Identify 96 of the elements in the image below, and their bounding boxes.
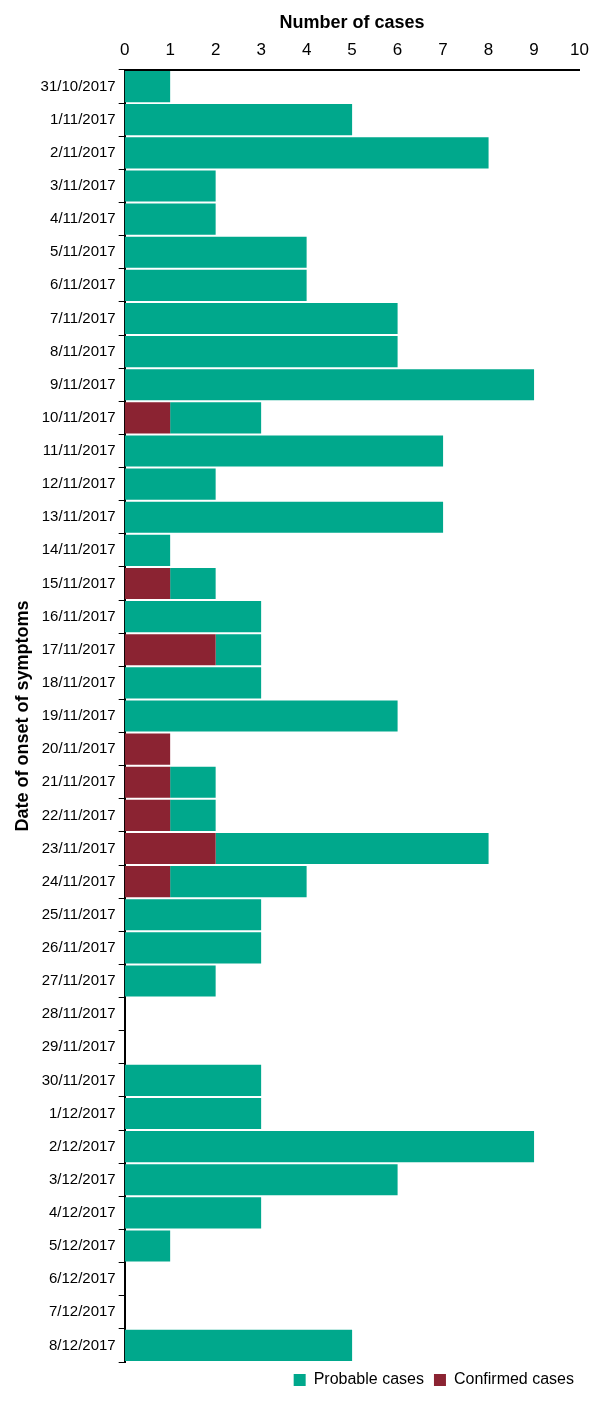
x-tick-label: 10 [570,40,590,60]
bar [215,832,489,865]
bar [215,634,262,666]
y-tick-label: 25/11/2017 [41,904,116,922]
y-tick-label: 4/12/2017 [48,1203,116,1221]
bar [124,501,444,533]
bar [124,1064,262,1096]
bar [124,534,171,566]
y-tick-label: 7/11/2017 [50,308,116,326]
y-tick-label: 22/11/2017 [41,805,116,823]
y-tick-label: 2/11/2017 [50,142,116,160]
bar [124,899,262,931]
bar [124,236,307,268]
bar [124,601,262,633]
bar [124,269,307,301]
bar [124,965,216,997]
bar [124,634,216,666]
x-axis-title: Number of cases [279,11,425,32]
x-tick-label: 7 [438,40,448,60]
bar [124,1164,398,1196]
bar [124,1131,535,1163]
bar [124,866,171,898]
y-tick-label: 4/11/2017 [50,209,116,227]
bar [124,1197,262,1229]
bar [124,435,444,467]
y-tick-label: 3/11/2017 [50,176,116,194]
y-tick-label: 28/11/2017 [41,1004,116,1022]
y-tick-label: 18/11/2017 [41,673,116,691]
legend-label: Probable cases [313,1370,424,1388]
x-tick-label: 2 [210,40,221,60]
bar [170,567,216,600]
bar [124,137,489,169]
y-tick-label: 30/11/2017 [41,1070,116,1088]
y-tick-label: 3/12/2017 [48,1169,116,1187]
y-tick-label: 8/12/2017 [48,1335,116,1353]
bar [124,567,171,600]
x-tick-label: 8 [483,40,494,60]
y-tick-label: 1/11/2017 [50,109,116,127]
legend-label: Confirmed cases [453,1370,574,1388]
bar [170,766,216,798]
y-tick-label: 9/11/2017 [50,374,116,392]
bar [124,1230,171,1262]
y-tick-label: 11/11/2017 [42,441,116,459]
bar [124,104,353,136]
bar [170,866,307,898]
y-tick-label: 5/11/2017 [50,242,116,260]
bar [124,336,398,368]
y-tick-label: 17/11/2017 [41,639,116,657]
bar [124,302,398,335]
y-tick-label: 5/12/2017 [48,1236,116,1254]
y-tick-label: 26/11/2017 [41,938,116,956]
x-tick-label: 6 [392,40,403,60]
x-tick-label: 1 [165,40,175,60]
bar [124,70,171,103]
y-tick-label: 20/11/2017 [41,739,116,757]
y-tick-label: 19/11/2017 [41,706,116,724]
bar [124,932,262,964]
y-tick-label: 2/12/2017 [48,1136,116,1154]
bar [170,799,216,831]
y-tick-label: 14/11/2017 [41,540,116,558]
y-tick-label: 10/11/2017 [41,407,116,425]
y-tick-label: 15/11/2017 [41,573,116,591]
bar [124,1329,353,1362]
bar [124,203,216,235]
bar [124,1097,262,1130]
bar [124,468,216,500]
bar [124,402,171,434]
bar [170,402,262,434]
bar [124,832,216,865]
y-tick-label: 6/11/2017 [50,275,116,293]
bar [124,667,262,699]
y-tick-label: 27/11/2017 [41,971,116,989]
y-tick-label: 23/11/2017 [41,838,116,856]
y-axis-title: Date of onset of symptoms [11,600,32,832]
bar [124,170,216,202]
x-tick-label: 5 [347,40,357,60]
y-tick-label: 7/12/2017 [48,1302,116,1320]
bar [124,700,398,732]
x-tick-label: 9 [529,40,539,60]
y-tick-label: 16/11/2017 [41,606,116,624]
bar [124,799,171,831]
x-tick-label: 4 [301,40,312,60]
x-tick-label: 3 [256,40,266,60]
bar [124,369,535,401]
y-tick-label: 24/11/2017 [41,871,116,889]
bar [124,766,171,798]
y-tick-label: 12/11/2017 [41,474,116,492]
y-tick-label: 8/11/2017 [50,341,116,359]
y-tick-label: 29/11/2017 [41,1037,116,1055]
y-tick-label: 13/11/2017 [41,507,116,525]
bar [124,733,171,765]
y-tick-label: 31/10/2017 [40,76,116,94]
y-tick-label: 6/12/2017 [48,1269,116,1287]
y-tick-label: 21/11/2017 [41,772,116,790]
y-tick-label: 1/12/2017 [48,1103,116,1121]
x-tick-label: 0 [119,40,130,60]
